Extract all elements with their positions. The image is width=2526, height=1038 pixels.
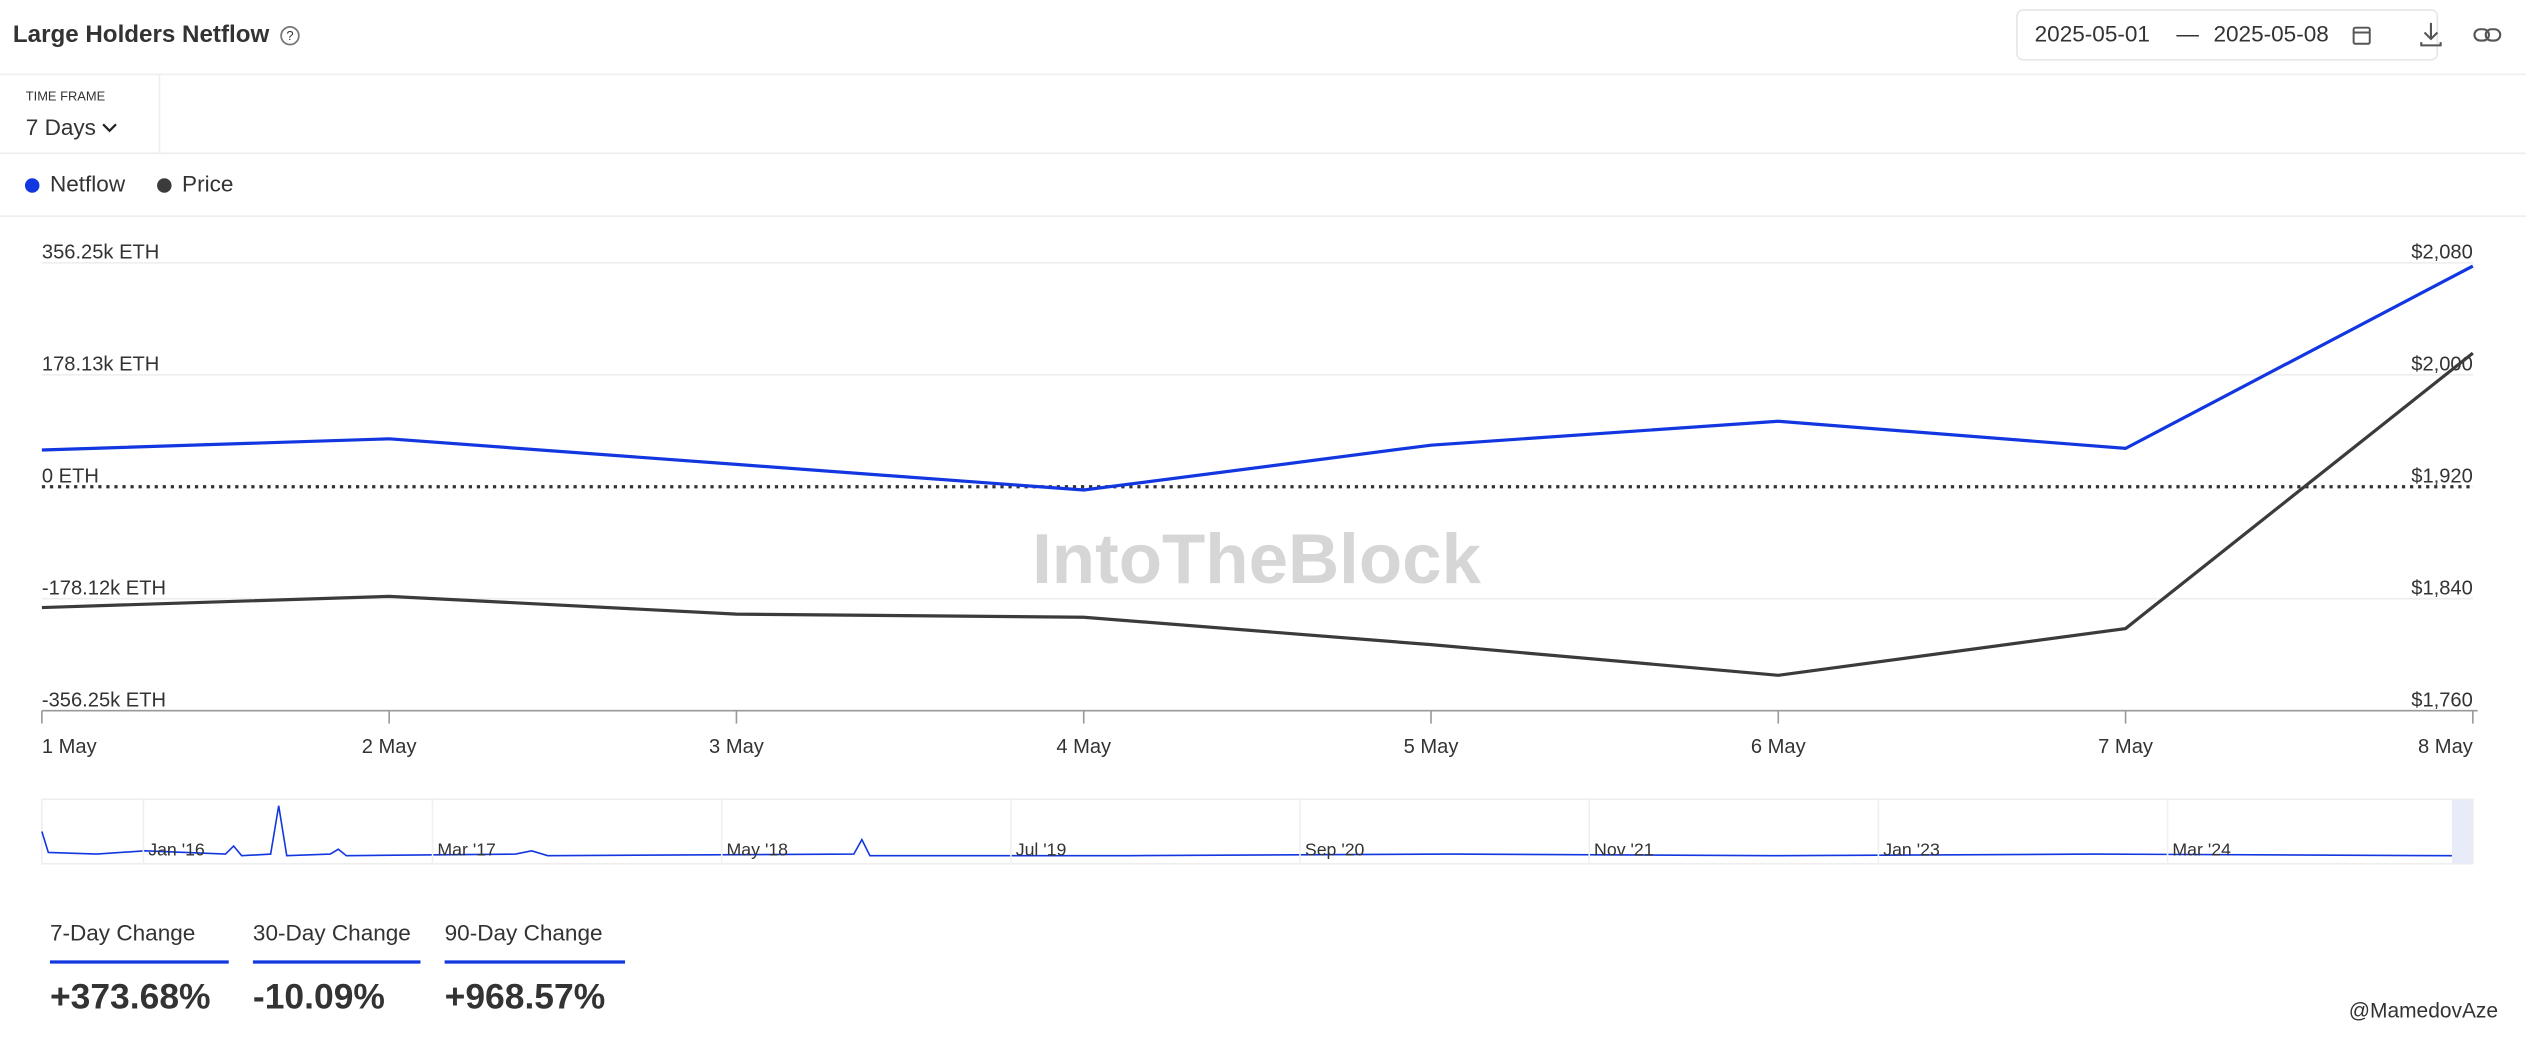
navigator[interactable] xyxy=(41,798,2474,865)
date-range[interactable] xyxy=(2016,9,2439,61)
stat-label: 90-Day Change xyxy=(445,921,603,946)
navigator-label: May '18 xyxy=(727,840,789,860)
legend-marker[interactable] xyxy=(157,178,172,193)
stat-label: 30-Day Change xyxy=(253,921,411,946)
legend-label[interactable]: Netflow xyxy=(50,171,126,196)
svg-text:?: ? xyxy=(286,28,293,43)
navigator-label: Mar '17 xyxy=(437,840,496,860)
navigator-sparkline xyxy=(41,805,2452,857)
navigator-label: Nov '21 xyxy=(1594,840,1654,860)
y2-tick-label: $1,840 xyxy=(2411,577,2473,599)
credit: @MamedovAze xyxy=(2349,999,2498,1022)
title: Large Holders Netflow xyxy=(13,21,270,48)
date-from[interactable]: 2025-05-01 xyxy=(2035,22,2150,47)
y-tick-label: 178.13k ETH xyxy=(42,353,159,375)
x-tick-label: 3 May xyxy=(709,736,765,758)
y2-tick-label: $2,080 xyxy=(2411,242,2473,264)
navigator-label: Mar '24 xyxy=(2172,840,2231,860)
navigator-label: Jul '19 xyxy=(1016,840,1067,860)
date-to[interactable]: 2025-05-08 xyxy=(2213,22,2328,47)
x-tick-label: 5 May xyxy=(1404,736,1460,758)
navigator-label: Jan '16 xyxy=(148,840,205,860)
x-tick-label: 6 May xyxy=(1751,736,1807,758)
stat-value: +373.68% xyxy=(50,976,211,1016)
navigator-label: Jan '23 xyxy=(1883,840,1940,860)
y-tick-label: -356.25k ETH xyxy=(42,689,166,711)
stat-label: 7-Day Change xyxy=(50,921,195,946)
x-tick-label: 4 May xyxy=(1056,736,1112,758)
navigator-handle[interactable] xyxy=(2451,799,2473,864)
link-icon[interactable] xyxy=(2473,28,2502,42)
series-line xyxy=(41,351,2474,677)
navigator-label: Sep '20 xyxy=(1305,840,1365,860)
x-tick-label: 1 May xyxy=(42,736,98,758)
y2-tick-label: $1,920 xyxy=(2411,465,2473,487)
x-tick-label: 7 May xyxy=(2098,736,2154,758)
y2-tick-label: $1,760 xyxy=(2411,689,2473,711)
x-tick-label: 8 May xyxy=(2418,736,2474,758)
x-tick-label: 2 May xyxy=(362,736,418,758)
legend-label[interactable]: Price xyxy=(182,171,233,196)
watermark: IntoTheBlock xyxy=(1032,520,1481,599)
date-separator: — xyxy=(2176,22,2199,47)
y-tick-label: 356.25k ETH xyxy=(42,242,159,264)
help-icon[interactable]: ? xyxy=(280,25,300,46)
series-line xyxy=(41,264,2474,492)
dropdown-chevron[interactable] xyxy=(102,123,117,133)
legend-marker[interactable] xyxy=(24,178,40,193)
y-tick-label: 0 ETH xyxy=(42,465,99,487)
stat-value: +968.57% xyxy=(445,976,606,1016)
download-icon[interactable] xyxy=(2420,22,2442,47)
time-frame-label: TIME FRAME xyxy=(26,88,106,103)
time-frame-value[interactable]: 7 Days xyxy=(26,115,96,140)
calendar-icon[interactable] xyxy=(2352,26,2371,45)
y2-tick-label: $2,000 xyxy=(2411,353,2473,375)
y-tick-label: -178.12k ETH xyxy=(42,577,166,599)
stat-value: -10.09% xyxy=(253,976,385,1016)
